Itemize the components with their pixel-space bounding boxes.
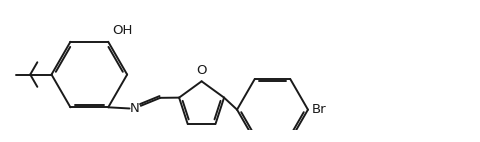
Text: O: O	[196, 64, 207, 77]
Text: OH: OH	[112, 24, 132, 37]
Text: N: N	[129, 102, 139, 115]
Text: Br: Br	[312, 103, 326, 116]
